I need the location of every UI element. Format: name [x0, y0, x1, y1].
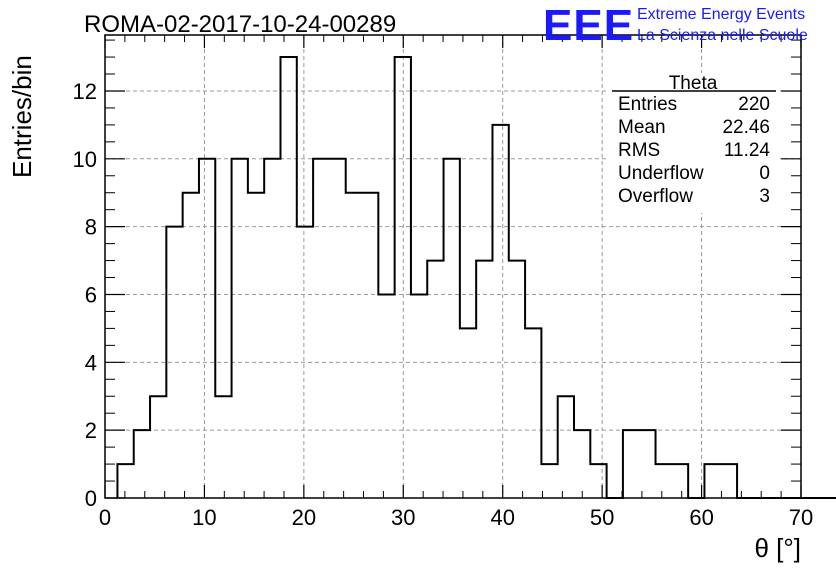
- y-tick-label: 10: [73, 147, 97, 172]
- stats-value: 3: [759, 186, 770, 207]
- histogram-bin: [476, 261, 492, 498]
- axis-ticks: [104, 35, 802, 499]
- stats-value: 11.24: [724, 140, 771, 161]
- histogram-bin: [509, 261, 525, 498]
- histogram-bin: [525, 328, 541, 498]
- histogram-bin: [346, 193, 362, 498]
- stats-box: Theta Entries 220 Mean 22.46 RMS 11.24 Underfl…: [608, 73, 780, 213]
- plot-frame: [104, 34, 802, 499]
- y-tick-label: 0: [85, 486, 97, 511]
- histogram-bin: [215, 396, 231, 498]
- x-tick-label: 0: [99, 505, 111, 530]
- histogram-bin: [672, 464, 688, 498]
- x-tick-label: 50: [590, 505, 614, 530]
- histogram-bin: [427, 261, 443, 498]
- x-axis-label: θ [°]: [754, 533, 801, 563]
- stats-label: RMS: [618, 140, 660, 161]
- histogram-bin: [704, 464, 720, 498]
- logo-line-2: La Scienza nelle Scuole: [637, 27, 808, 44]
- histogram-bars: [116, 56, 836, 499]
- histogram-bin: [280, 57, 296, 498]
- stats-value: 220: [738, 94, 770, 115]
- y-tick-label: 6: [85, 282, 97, 307]
- histogram-bin: [395, 57, 411, 498]
- stats-label: Overflow: [618, 186, 693, 207]
- histogram-bin: [574, 430, 590, 498]
- stats-label: Underflow: [618, 163, 704, 184]
- histogram-bin: [183, 193, 199, 498]
- stats-label: Entries: [618, 94, 677, 115]
- histogram-bin: [444, 159, 460, 498]
- histogram-bin: [150, 396, 166, 498]
- histogram-outline: [116, 56, 836, 499]
- histogram-bin: [313, 159, 329, 498]
- x-tick-label: 70: [789, 505, 813, 530]
- y-tick-label: 12: [73, 79, 97, 104]
- histogram-bin: [558, 396, 574, 498]
- histogram-bin: [134, 430, 150, 498]
- histogram-bin: [117, 464, 133, 498]
- x-tick-label: 40: [490, 505, 514, 530]
- logo-line-1: Extreme Energy Events: [637, 6, 805, 23]
- stats-value: 0: [759, 163, 770, 184]
- histogram-bin: [378, 294, 394, 498]
- x-tick-label: 20: [292, 505, 316, 530]
- histogram-bin: [264, 159, 280, 498]
- histogram-bin: [232, 159, 248, 498]
- x-tick-label: 10: [192, 505, 216, 530]
- x-tick-label: 60: [689, 505, 713, 530]
- histogram-bin: [623, 430, 639, 498]
- histogram-bin: [411, 294, 427, 498]
- y-axis-label: Entries/bin: [7, 55, 37, 178]
- y-tick-label: 2: [85, 418, 97, 443]
- histogram-bin: [656, 464, 672, 498]
- logo-mark: EEE: [543, 1, 634, 50]
- histogram-bin: [248, 193, 264, 498]
- histogram-bin: [541, 464, 557, 498]
- stats-value: 22.46: [722, 117, 770, 138]
- histogram-bin: [460, 328, 476, 498]
- y-tick-label: 8: [85, 215, 97, 240]
- y-tick-label: 4: [85, 350, 97, 375]
- histogram-bin: [199, 159, 215, 498]
- x-tick-label: 30: [391, 505, 415, 530]
- histogram-bin: [721, 464, 737, 498]
- stats-label: Mean: [618, 117, 666, 138]
- histogram-bin: [362, 193, 378, 498]
- histogram-bin: [639, 430, 655, 498]
- histogram-bin: [590, 464, 606, 498]
- chart-title: ROMA-02-2017-10-24-00289: [84, 11, 396, 38]
- histogram-bin: [492, 125, 508, 498]
- histogram-bin: [329, 159, 345, 498]
- stats-title: Theta: [669, 73, 718, 94]
